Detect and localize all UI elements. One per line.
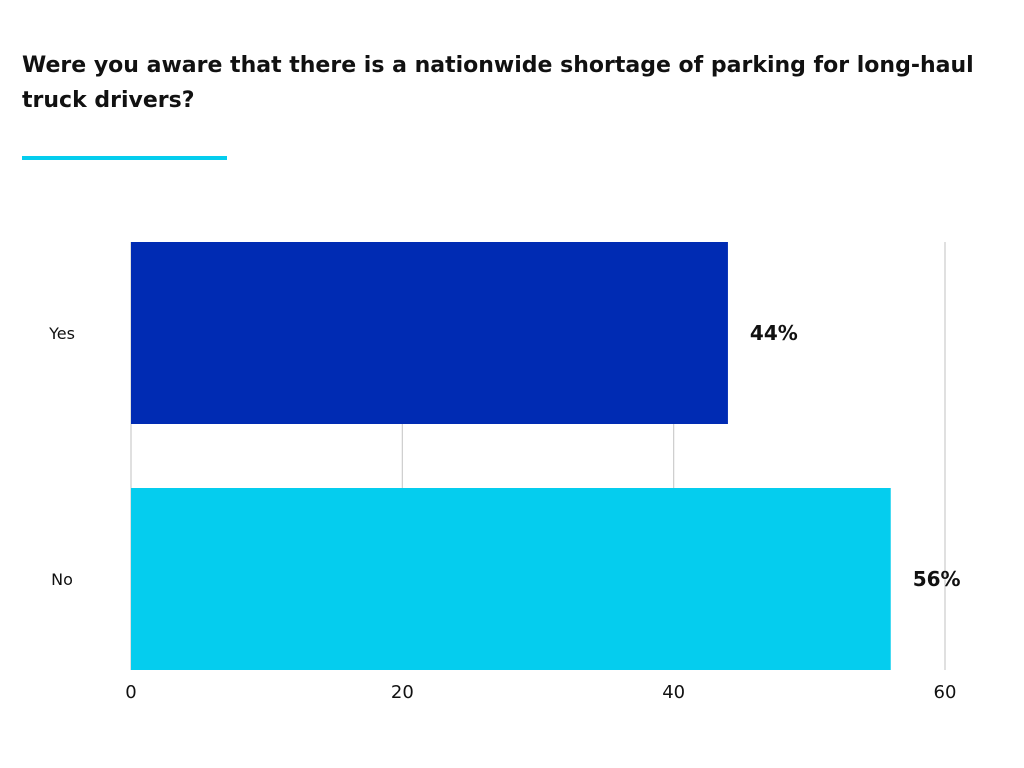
labels: 0 20 40 60 Yes 44% No 56% (48, 321, 961, 703)
category-label-yes: Yes (48, 324, 75, 343)
bar-yes (131, 242, 728, 424)
title-accent-rule (22, 156, 227, 160)
bar-no (131, 488, 891, 670)
chart-title: Were you aware that there is a nationwid… (22, 53, 974, 113)
x-tick-label: 40 (662, 682, 685, 703)
x-tick-label: 20 (391, 682, 414, 703)
bars (131, 242, 891, 670)
x-tick-label: 0 (125, 682, 136, 703)
category-label-no: No (51, 570, 73, 589)
value-label-yes: 44% (750, 321, 798, 345)
x-tick-label: 60 (934, 682, 957, 703)
value-label-no: 56% (913, 567, 961, 591)
